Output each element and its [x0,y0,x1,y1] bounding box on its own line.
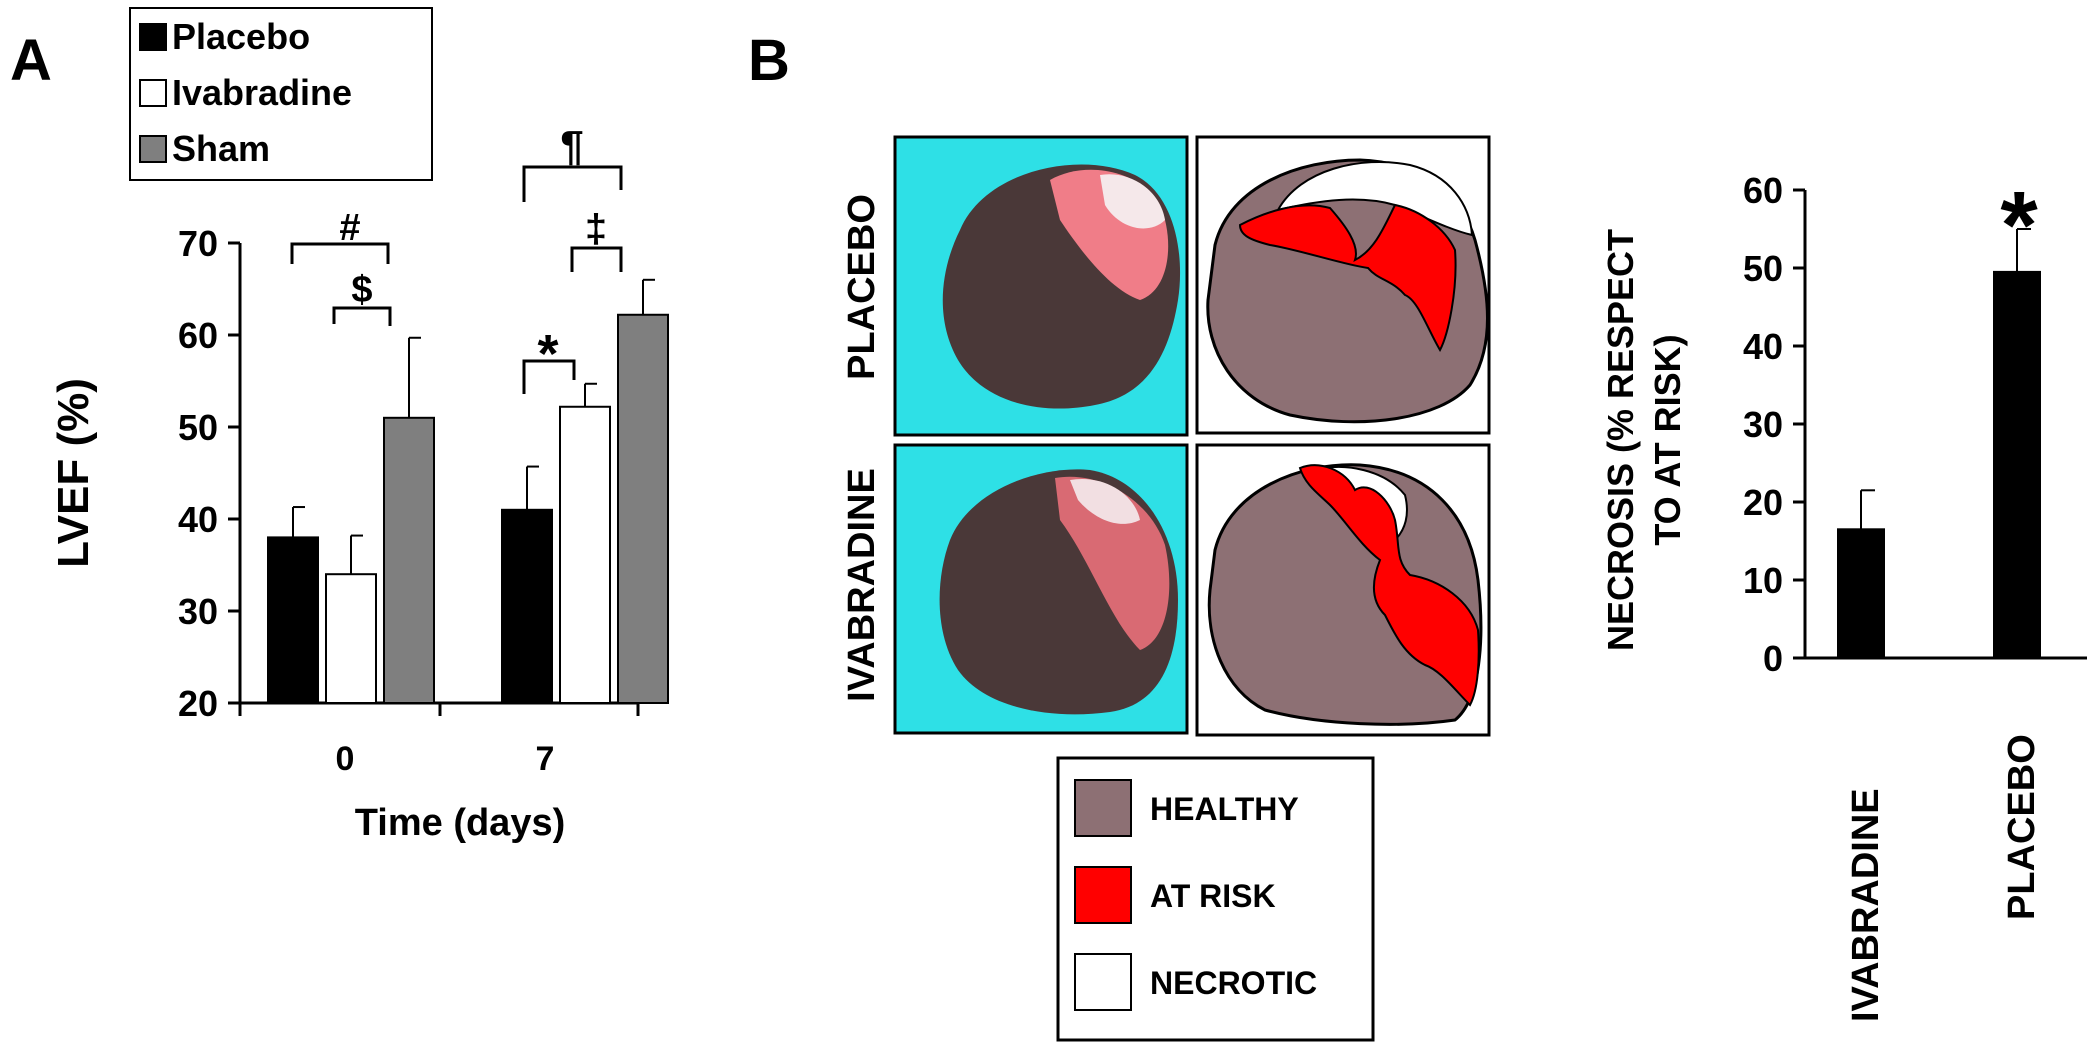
bracket-star [522,359,576,394]
y-axis-label-line-2: TO AT RISK) [1647,334,1688,545]
y-ticks: 0 10 20 30 40 50 60 [1743,170,1805,679]
y-tick-label: 30 [178,591,218,632]
panel-a-axes: 20 30 40 50 60 70 0 7 Time (days) LVEF (%) [49,223,640,844]
panel-a-significance-symbols: # $ ¶ ‡ * [339,122,607,384]
panel-b-legend: HEALTHY AT RISK NECROTIC [1056,756,1375,1042]
sig-symbol-star: * [2000,172,2038,279]
bracket-ddagger [570,246,623,272]
y-tick-label: 40 [178,499,218,540]
y-tick-label: 0 [1763,638,1783,679]
panel-a-label: A [10,28,52,93]
x-tick-label-7: 7 [536,740,555,778]
placebo-heart-photo [893,135,1189,437]
legend-label-placebo: Placebo [172,16,310,57]
legend-box [129,7,433,181]
y-tick-label: 70 [178,223,218,264]
panel-a-significance [290,165,623,394]
bar-placebo-day-7 [501,508,553,704]
bar-sham-day-0 [383,416,435,704]
legend-swatch-at-risk [1074,866,1132,924]
y-tick-label: 40 [1743,326,1783,367]
y-tick-label: 10 [1743,560,1783,601]
bracket-pilcrow [522,165,623,202]
sig-symbol-ddagger: ‡ [585,207,607,251]
bar-placebo-day-0 [267,536,319,705]
row-label-ivabradine: IVABRADINE [841,468,883,702]
ivabradine-schematic [1195,443,1491,737]
legend-swatch-healthy [1074,779,1132,837]
heart-tissue-highlight [1055,476,1170,650]
y-tick-label: 50 [1743,248,1783,289]
bar-ivabradine-day-0 [325,573,377,705]
y-tick-label: 20 [178,683,218,724]
panel-a-legend: Placebo Ivabradine Sham [129,7,433,181]
panel-a-bars [267,278,669,705]
panel-b: B PLACEBO IVABRADINE [748,28,2087,1042]
y-tick-label: 30 [1743,404,1783,445]
ivabradine-heart-photo [893,443,1189,735]
panel-b-bar-chart: NECROSIS (% RESPECT TO AT RISK) 0 10 20 30 4… [1600,170,2087,1022]
x-tick-label-ivabradine: IVABRADINE [1845,788,1887,1022]
y-axis-label: LVEF (%) [49,378,98,568]
panel-a: A Placebo Ivabradine Sham 20 30 40 50 60 70 0… [10,7,669,844]
row-label-placebo: PLACEBO [841,194,883,380]
legend-swatch-placebo [139,23,167,51]
legend-swatch-sham [139,135,167,163]
y-tick-label: 60 [178,315,218,356]
sig-symbol-pilcrow: ¶ [560,122,583,169]
at-risk-region [1298,464,1480,707]
legend-label-sham: Sham [172,128,270,169]
sig-symbol-dollar: $ [351,269,372,311]
legend-label-healthy: HEALTHY [1150,791,1299,827]
y-tick-label: 50 [178,407,218,448]
legend-label-ivabradine: Ivabradine [172,72,352,113]
sig-symbol-hash: # [339,207,360,249]
legend-label-at-risk: AT RISK [1150,878,1276,914]
bars [1837,228,2041,659]
y-axis-label-line-1: NECROSIS (% RESPECT [1600,229,1641,651]
x-tick-label-0: 0 [336,740,355,778]
placebo-schematic [1195,135,1491,435]
bar-placebo [1993,270,2041,659]
legend-label-necrotic: NECROTIC [1150,965,1317,1001]
at-risk-region [1238,203,1457,353]
sig-symbol-star: * [537,324,558,384]
bracket-dollar [332,306,392,326]
heart-tissue-pale [1070,478,1140,524]
bar-sham-day-7 [617,313,669,704]
legend-swatch-necrotic [1074,953,1132,1011]
y-tick-label: 20 [1743,482,1783,523]
x-tick-label-placebo: PLACEBO [2001,734,2043,920]
x-axis-label: Time (days) [355,802,565,844]
y-tick-label: 60 [1743,170,1783,211]
bar-ivabradine [1837,528,1885,659]
y-ticks: 20 30 40 50 60 70 [178,223,240,724]
legend-swatch-ivabradine [139,79,167,107]
heart-tissue-pale [1100,174,1165,229]
bar-ivabradine-day-7 [559,405,611,704]
panel-b-label: B [748,28,790,93]
bracket-hash [290,242,390,264]
